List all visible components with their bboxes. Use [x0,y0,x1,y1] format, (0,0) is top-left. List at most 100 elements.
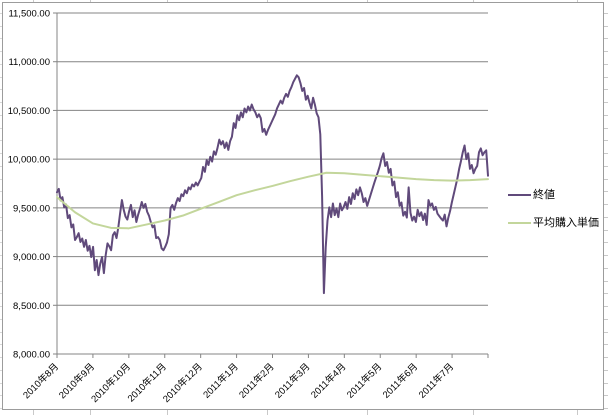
sheet-gridline-dash [0,102,2,103]
sheet-gridline-dash [367,0,368,2]
sheet-gridline-dash [0,128,2,129]
sheet-gridline-dash [0,306,2,307]
sheet-gridline-dash [473,0,474,2]
sheet-gridline-dash [0,332,2,333]
sheet-gridline-dash [604,128,608,129]
x-axis-tick-label: 2011年6月 [380,361,420,401]
legend-line-sample-average-purchase-price [508,222,531,224]
x-axis-tick-label: 2011年3月 [272,361,312,401]
sheet-gridline-dash [604,255,608,256]
sheet-gridline-dash [0,395,2,396]
chart-border [2,2,604,410]
y-axis-tick-label: 11,000.00 [8,57,50,68]
sheet-gridline-dash [0,166,2,167]
series-line-average-purchase-price [56,171,489,230]
x-axis-tick-label: 2011年5月 [344,361,384,401]
sheet-gridline-dash [604,166,608,167]
sheet-gridline-dash [0,191,2,192]
sheet-gridline-dash [0,344,2,345]
y-axis-tick-label: 10,000.00 [8,155,50,166]
sheet-gridline-dash [0,26,2,27]
sheet-gridline-dash [0,383,2,384]
sheet-gridline-dash [0,242,2,243]
sheet-gridline-dash [604,268,608,269]
sheet-gridline-dash [90,0,91,2]
sheet-gridline-dash [267,0,268,2]
sheet-gridline-dash [33,410,34,415]
legend: 終値 平均購入単価 [508,181,599,237]
sheet-gridline-dash [604,191,608,192]
sheet-gridline-dash [0,51,2,52]
y-axis-tick-label: 11,500.00 [8,9,50,20]
sheet-gridline-dash [604,102,608,103]
sheet-gridline-dash [604,13,608,14]
y-axis-tick-label: 10,500.00 [8,106,50,117]
sheet-gridline-dash [0,140,2,141]
sheet-gridline-dash [0,319,2,320]
sheet-gridline-dash [367,410,368,415]
sheet-gridline-dash [0,281,2,282]
sheet-gridline-dash [604,357,608,358]
sheet-gridline-dash [0,357,2,358]
legend-label-average-purchase-price: 平均購入単価 [533,216,599,229]
sheet-gridline-dash [604,115,608,116]
sheet-gridline-dash [604,332,608,333]
sheet-gridline-dash [604,383,608,384]
sheet-gridline-dash [0,255,2,256]
sheet-gridline-dash [604,281,608,282]
legend-label-closing-price: 終値 [533,188,555,201]
sheet-gridline-dash [0,408,2,409]
x-axis-tick-label: 2010年12月 [160,361,204,405]
sheet-gridline-dash [0,153,2,154]
y-axis-tick-label: 8,000.00 [13,350,50,361]
sheet-gridline-dash [604,38,608,39]
y-axis-tick-label: 9,000.00 [13,252,50,263]
x-axis-tick-label: 2011年1月 [201,361,241,401]
sheet-gridline-dash [90,410,91,415]
sheet-gridline-dash [604,306,608,307]
sheet-gridline-dash [0,204,2,205]
sheet-gridline-dash [0,64,2,65]
sheet-gridline-dash [604,204,608,205]
sheet-gridline-dash [604,242,608,243]
legend-line-sample-closing-price [508,194,531,196]
sheet-gridline-dash [604,344,608,345]
sheet-gridline-dash [604,89,608,90]
sheet-gridline-dash [0,268,2,269]
x-axis-tick-label: 2011年7月 [416,361,456,401]
sheet-gridline-dash [604,370,608,371]
sheet-gridline-dash [604,395,608,396]
sheet-gridline-dash [167,410,168,415]
x-axis-tick-label: 2010年8月 [21,361,62,402]
sheet-gridline-dash [604,26,608,27]
sheet-gridline-dash [0,89,2,90]
sheet-gridline-dash [577,410,578,415]
sheet-gridline-dash [0,293,2,294]
sheet-gridline-dash [0,370,2,371]
sheet-gridline-dash [604,64,608,65]
sheet-gridline-dash [167,0,168,2]
sheet-gridline-dash [0,230,2,231]
legend-item-closing-price: 終値 [508,181,599,209]
sheet-gridline-dash [33,0,34,2]
sheet-gridline-dash [604,179,608,180]
x-axis-tick-label: 2011年2月 [237,361,277,401]
sheet-gridline-dash [0,77,2,78]
sheet-gridline-dash [0,38,2,39]
sheet-gridline-dash [0,179,2,180]
sheet-gridline-dash [604,140,608,141]
sheet-gridline-dash [267,410,268,415]
series-line-closing-price [56,74,489,295]
sheet-gridline-dash [604,51,608,52]
sheet-gridline-dash [604,319,608,320]
x-axis-tick-label: 2011年4月 [308,361,348,401]
sheet-gridline-dash [604,217,608,218]
legend-item-average-purchase-price: 平均購入単価 [508,209,599,237]
sheet-gridline-dash [577,0,578,2]
sheet-gridline-dash [473,410,474,415]
sheet-gridline-dash [0,115,2,116]
y-axis-tick-label: 8,500.00 [13,301,50,312]
sheet-gridline-dash [604,77,608,78]
sheet-gridline-dash [0,217,2,218]
